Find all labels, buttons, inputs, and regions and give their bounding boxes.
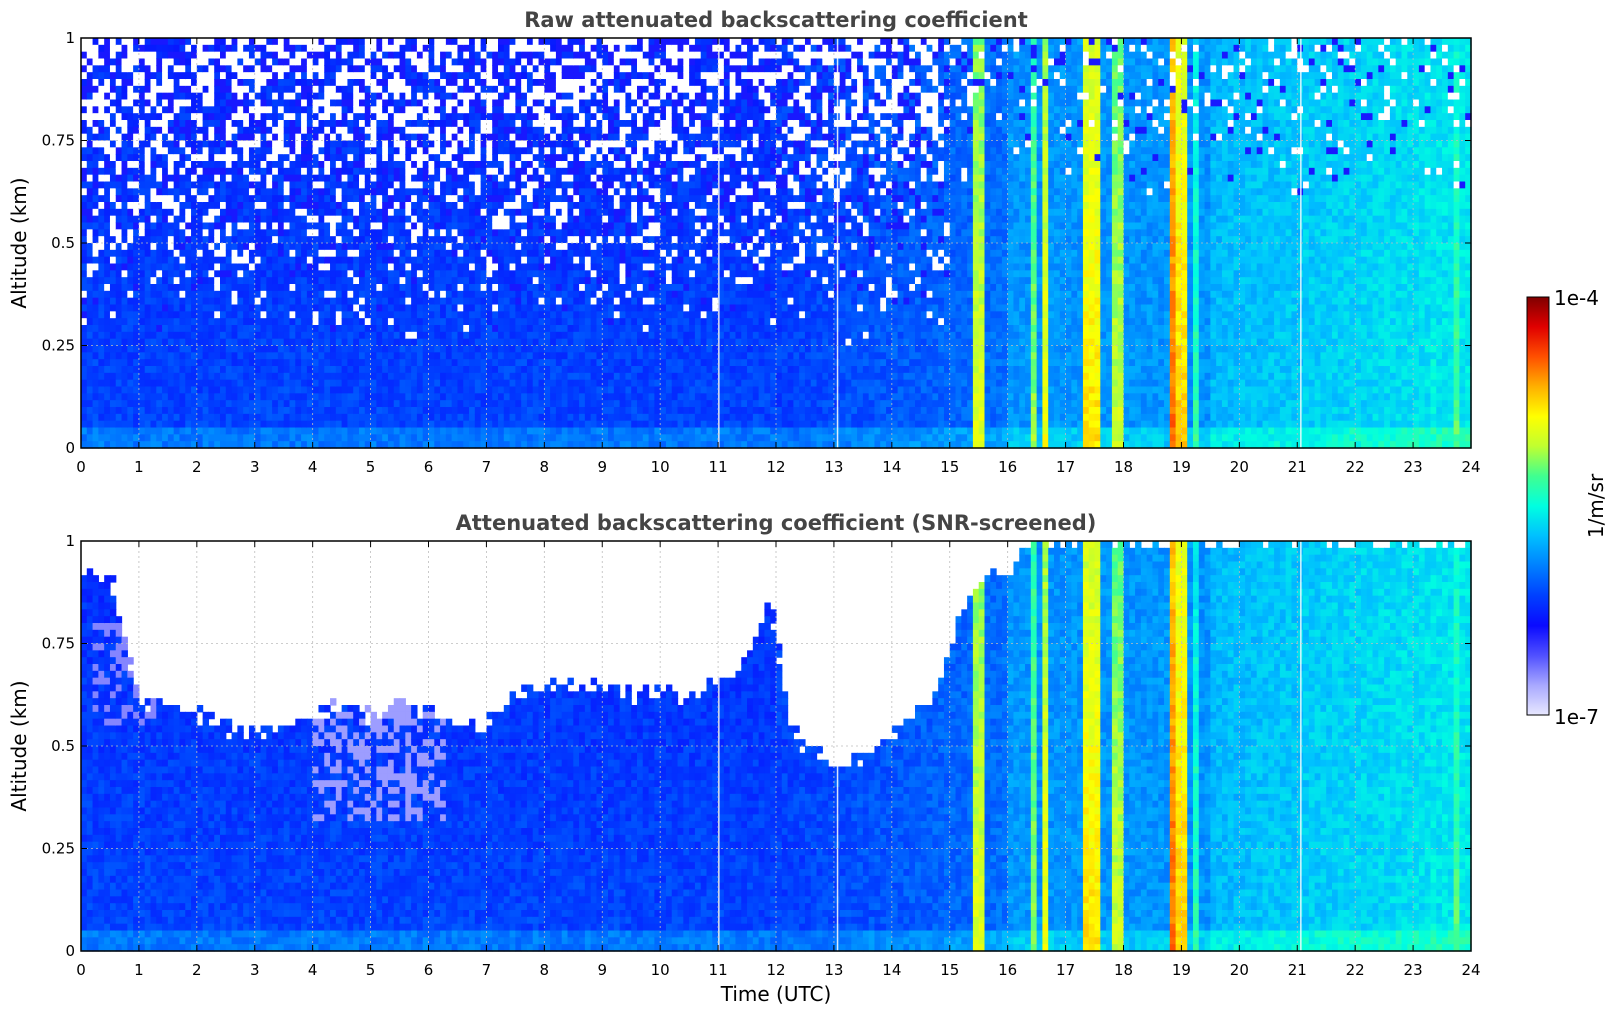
x-tick-label: 7 (482, 961, 492, 979)
x-axis-label: Time (UTC) (720, 982, 832, 1006)
x-tick-label: 4 (308, 961, 318, 979)
x-tick-label: 10 (651, 961, 670, 979)
x-tick-label: 6 (424, 961, 434, 979)
x-tick-label: 24 (1461, 458, 1480, 476)
x-tick-label: 5 (366, 458, 376, 476)
x-tick-label: 3 (250, 458, 260, 476)
y-tick-label: 1 (65, 29, 75, 47)
x-tick-label: 16 (998, 458, 1017, 476)
x-tick-label: 14 (882, 961, 901, 979)
x-tick-label: 0 (76, 458, 86, 476)
y-tick-label: 0.25 (42, 840, 75, 858)
x-tick-label: 11 (709, 458, 728, 476)
x-tick-label: 2 (192, 458, 202, 476)
x-tick-label: 21 (1288, 961, 1307, 979)
panel-raw: Raw attenuated backscattering coefficien… (7, 8, 1481, 476)
y-axis-label-screened: Altitude (km) (7, 680, 31, 811)
x-tick-label: 17 (1056, 961, 1075, 979)
x-tick-label: 17 (1056, 458, 1075, 476)
y-tick-label: 0.5 (51, 234, 75, 252)
x-tick-label: 19 (1172, 458, 1191, 476)
x-tick-label: 3 (250, 961, 260, 979)
x-tick-label: 18 (1114, 458, 1133, 476)
x-tick-label: 13 (824, 458, 843, 476)
x-tick-label: 10 (651, 458, 670, 476)
panel-title-screened: Attenuated backscattering coefficient (S… (456, 511, 1097, 535)
x-tick-label: 22 (1346, 961, 1365, 979)
x-tick-label: 15 (940, 961, 959, 979)
colorbar-max-label: 1e-4 (1554, 286, 1599, 310)
y-tick-label: 0.25 (42, 337, 75, 355)
x-tick-label: 8 (540, 961, 550, 979)
x-tick-label: 1 (134, 961, 144, 979)
x-tick-label: 22 (1346, 458, 1365, 476)
colorbar-unit-label: 1/m/sr (1584, 473, 1608, 538)
y-tick-label: 0 (65, 439, 75, 457)
colorbar-min-label: 1e-7 (1554, 705, 1599, 729)
x-tick-label: 23 (1404, 458, 1423, 476)
x-tick-label: 12 (766, 961, 785, 979)
x-tick-label: 12 (766, 458, 785, 476)
x-tick-label: 15 (940, 458, 959, 476)
y-tick-label: 0.5 (51, 737, 75, 755)
x-tick-label: 16 (998, 961, 1017, 979)
y-tick-label: 0 (65, 942, 75, 960)
x-tick-label: 6 (424, 458, 434, 476)
x-tick-label: 20 (1230, 961, 1249, 979)
x-tick-label: 1 (134, 458, 144, 476)
x-tick-label: 7 (482, 458, 492, 476)
y-axis-label-raw: Altitude (km) (7, 177, 31, 308)
x-tick-label: 2 (192, 961, 202, 979)
panel-title-raw: Raw attenuated backscattering coefficien… (524, 8, 1028, 32)
x-tick-label: 19 (1172, 961, 1191, 979)
y-tick-label: 1 (65, 532, 75, 550)
x-tick-label: 20 (1230, 458, 1249, 476)
x-tick-label: 24 (1461, 961, 1480, 979)
x-tick-label: 8 (540, 458, 550, 476)
x-tick-label: 11 (709, 961, 728, 979)
y-tick-label: 0.75 (42, 132, 75, 150)
x-tick-label: 23 (1404, 961, 1423, 979)
x-tick-label: 18 (1114, 961, 1133, 979)
y-tick-label: 0.75 (42, 635, 75, 653)
x-tick-label: 14 (882, 458, 901, 476)
x-tick-label: 5 (366, 961, 376, 979)
x-tick-label: 0 (76, 961, 86, 979)
colorbar-gradient (1527, 297, 1549, 715)
x-tick-label: 4 (308, 458, 318, 476)
panel-screened: Attenuated backscattering coefficient (S… (7, 511, 1481, 1006)
x-tick-label: 9 (597, 458, 607, 476)
x-tick-label: 21 (1288, 458, 1307, 476)
x-tick-label: 13 (824, 961, 843, 979)
x-tick-label: 9 (597, 961, 607, 979)
colorbar: 1e-4 1e-7 1/m/sr (1527, 286, 1608, 729)
